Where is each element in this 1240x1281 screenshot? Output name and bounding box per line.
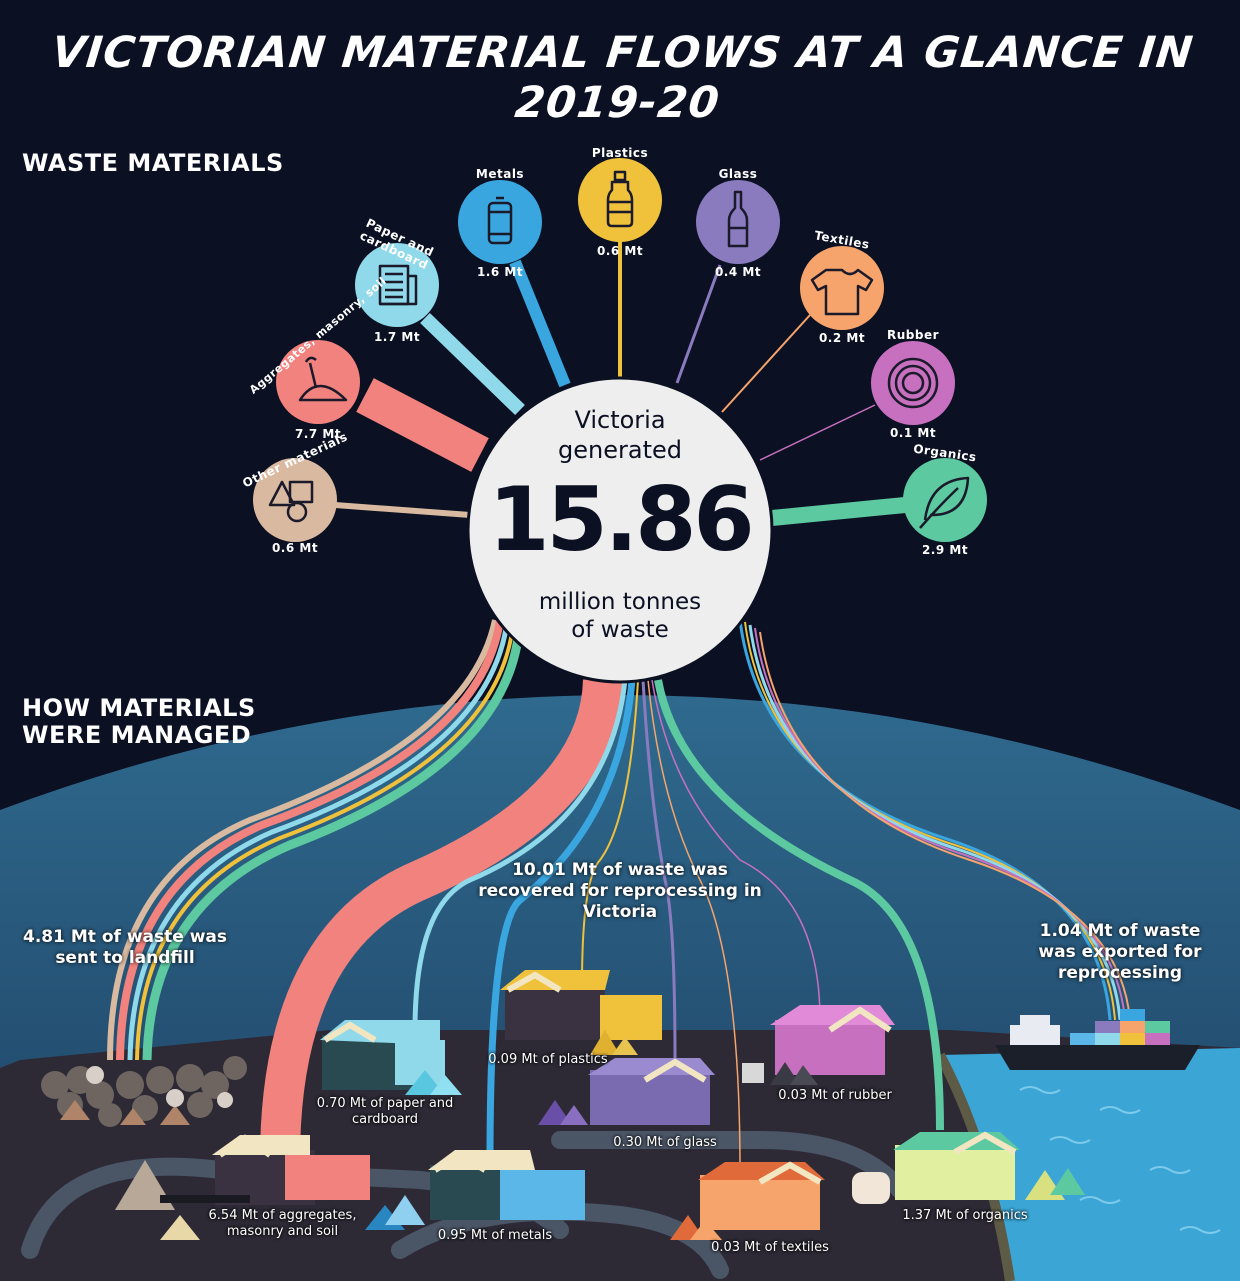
paper-circle bbox=[355, 243, 439, 327]
aggregates-circle bbox=[276, 340, 360, 424]
ground bbox=[0, 1030, 1240, 1281]
center-intro: Victoria generated bbox=[470, 405, 770, 465]
center-line2: generated bbox=[558, 436, 682, 464]
textiles-facility bbox=[670, 1161, 825, 1240]
organics-facility bbox=[852, 1131, 1085, 1204]
center-line1: Victoria bbox=[574, 406, 666, 434]
center-unit: million tonnes of waste bbox=[470, 588, 770, 644]
section-how-managed-line1: HOW MATERIALS bbox=[22, 694, 256, 722]
material-name: Plastics bbox=[591, 146, 649, 160]
material-circles bbox=[253, 158, 987, 542]
landfill-label: 4.81 Mt of waste was sent to landfill bbox=[23, 927, 227, 968]
shapes-icon bbox=[268, 480, 314, 523]
material-name: Rubber bbox=[886, 328, 940, 342]
facility-label-paper: 0.70 Mt of paper and cardboard bbox=[316, 1096, 454, 1127]
tyre-icon bbox=[887, 357, 939, 409]
facility-label-glass: 0.30 Mt of glass bbox=[613, 1135, 717, 1150]
glass-circle bbox=[696, 180, 780, 264]
landfill-heap bbox=[41, 1056, 247, 1127]
material-amount: 0.1 Mt bbox=[889, 426, 937, 440]
material-amount: 1.6 Mt bbox=[476, 265, 524, 279]
center-line3: million tonnes bbox=[538, 589, 702, 615]
facility-label-organics: 1.37 Mt of organics bbox=[902, 1208, 1028, 1223]
newspaper-icon bbox=[378, 264, 418, 306]
aggregates-facility bbox=[115, 1134, 370, 1240]
facility-label-rubber: 0.03 Mt of rubber bbox=[778, 1088, 892, 1103]
material-amount: 0.6 Mt bbox=[596, 244, 644, 258]
exported-label: 1.04 Mt of waste was exported for reproc… bbox=[1038, 921, 1202, 983]
material-amount: 1.7 Mt bbox=[373, 330, 421, 344]
other-materials-circle bbox=[253, 458, 337, 542]
recovered-label: 10.01 Mt of waste was recovered for repr… bbox=[478, 860, 762, 922]
material-amount: 0.6 Mt bbox=[271, 541, 319, 555]
shovel-icon bbox=[298, 356, 348, 402]
facility-label-aggregates: 6.54 Mt of aggregates, masonry and soil bbox=[208, 1208, 357, 1239]
infographic-title: VICTORIAN MATERIAL FLOWS AT A GLANCE IN … bbox=[49, 28, 1196, 128]
material-amount: 0.2 Mt bbox=[818, 331, 866, 345]
center-line4: of waste bbox=[571, 617, 669, 643]
outgoing-flows bbox=[107, 619, 1131, 1171]
section-waste-materials: WASTE MATERIALS bbox=[22, 149, 284, 177]
total-waste-circle bbox=[466, 376, 774, 684]
bottle-icon bbox=[606, 170, 634, 228]
leaf-icon bbox=[919, 476, 970, 529]
plastics-facility bbox=[500, 970, 662, 1055]
plastics-circle bbox=[578, 158, 662, 242]
glass-bottle-icon bbox=[727, 190, 749, 248]
facility-label-textiles: 0.03 Mt of textiles bbox=[711, 1240, 829, 1255]
glass-facility bbox=[538, 1058, 715, 1125]
section-how-managed-line2: WERE MANAGED bbox=[22, 721, 252, 749]
tshirt-icon bbox=[810, 268, 874, 316]
metals-facility bbox=[365, 1150, 585, 1230]
total-waste-value: 15.86 bbox=[488, 468, 754, 571]
section-how-managed: HOW MATERIALS WERE MANAGED bbox=[22, 695, 256, 749]
paper-facility bbox=[320, 1020, 462, 1095]
textiles-circle bbox=[800, 246, 884, 330]
material-name: Glass bbox=[718, 167, 758, 181]
material-amount: 7.7 Mt bbox=[294, 427, 342, 441]
material-name: Metals bbox=[475, 167, 525, 181]
material-flows bbox=[334, 240, 906, 526]
can-icon bbox=[487, 196, 513, 245]
rubber-circle bbox=[871, 341, 955, 425]
metals-circle bbox=[458, 180, 542, 264]
facilities bbox=[41, 970, 1200, 1240]
material-amount: 2.9 Mt bbox=[921, 543, 969, 557]
rubber-facility bbox=[742, 1005, 895, 1085]
facility-label-metals: 0.95 Mt of metals bbox=[437, 1228, 553, 1243]
sea bbox=[940, 1048, 1240, 1281]
material-amount: 0.4 Mt bbox=[714, 265, 762, 279]
ship bbox=[995, 1009, 1200, 1070]
facility-label-plastics: 0.09 Mt of plastics bbox=[488, 1052, 608, 1067]
